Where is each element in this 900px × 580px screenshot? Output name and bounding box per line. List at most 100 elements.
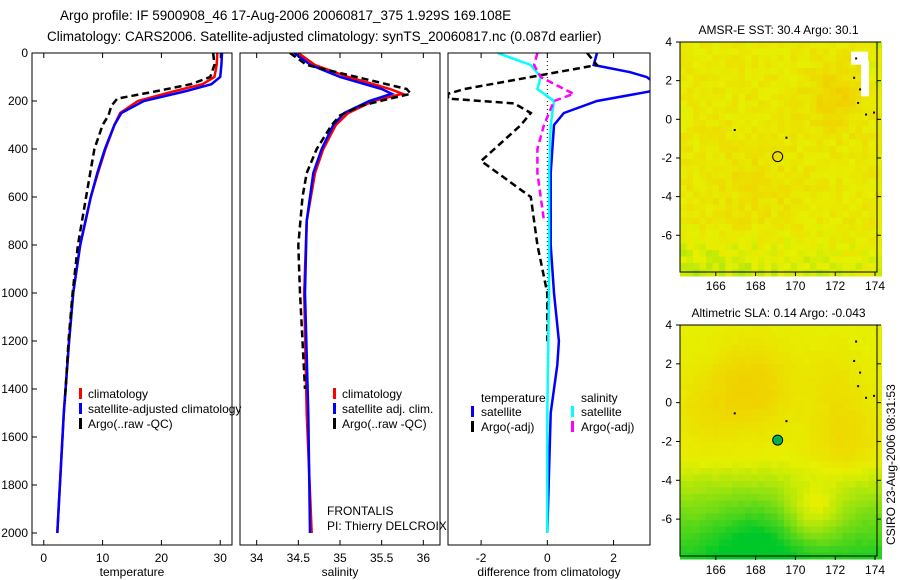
map-cell — [712, 494, 720, 501]
map-cell — [862, 146, 869, 153]
map-cell — [868, 269, 876, 277]
map-cell — [693, 87, 700, 95]
map-cell — [699, 159, 707, 166]
map-cell — [745, 351, 752, 358]
map-cell — [686, 113, 694, 121]
map-cell — [829, 377, 837, 384]
map-cell — [686, 455, 694, 462]
map-cell — [719, 243, 726, 251]
map-cell — [732, 507, 739, 514]
map-cell — [803, 269, 811, 277]
x-tick-label: 34 — [250, 551, 264, 565]
map-cell — [875, 500, 882, 508]
map-cell — [771, 87, 778, 95]
map-cell — [745, 172, 752, 179]
map-cell — [764, 526, 772, 534]
map-cell — [784, 107, 791, 114]
difference-frame — [447, 52, 651, 546]
map-cell — [816, 539, 824, 547]
map-cell — [699, 250, 707, 257]
map-cell — [829, 237, 837, 244]
island-coastline — [873, 394, 876, 397]
map-cell — [738, 94, 746, 101]
map-cell — [790, 204, 798, 212]
map-cell — [764, 331, 772, 339]
map-cell — [758, 211, 765, 218]
map-cell — [771, 331, 778, 339]
map-cell — [829, 94, 837, 101]
map-cell — [875, 120, 882, 127]
map-cell — [764, 422, 772, 430]
map-cell — [732, 61, 739, 69]
map-cell — [823, 165, 830, 173]
map-cell — [771, 364, 778, 371]
map-cell — [842, 429, 850, 436]
map-cell — [829, 455, 837, 462]
map-cell — [699, 429, 707, 436]
map-cell — [810, 61, 817, 69]
map-cell — [842, 263, 850, 270]
map-cell — [810, 513, 817, 521]
map-cell — [810, 422, 817, 430]
map-cell — [849, 370, 856, 378]
map-cell — [699, 507, 707, 514]
map-cell — [758, 500, 765, 508]
map-cell — [855, 68, 863, 75]
map-cell — [751, 204, 759, 212]
island-coastline — [859, 88, 862, 91]
x-tick-label: 10 — [96, 551, 110, 565]
map-cell — [706, 113, 713, 121]
map-cell — [810, 139, 817, 147]
map-cell — [686, 42, 694, 49]
map-cell — [771, 113, 778, 121]
map-cell — [875, 185, 882, 192]
map-cell — [855, 204, 863, 212]
map-cell — [875, 370, 882, 378]
map-cell — [738, 364, 746, 371]
map-cell — [777, 533, 785, 540]
map-cell — [686, 494, 694, 501]
map-cell — [699, 461, 707, 469]
map-cell — [699, 481, 707, 488]
map-cell — [738, 237, 746, 244]
map-cell — [712, 520, 720, 527]
map-cell — [868, 159, 876, 166]
map-cell — [803, 120, 811, 127]
map-cell — [745, 403, 752, 410]
map-cell — [719, 494, 726, 501]
map-cell — [699, 107, 707, 114]
map-cell — [738, 256, 746, 264]
map-cell — [816, 178, 824, 186]
map-cell — [868, 237, 876, 244]
map-cell — [751, 370, 759, 378]
map-cell — [855, 224, 863, 231]
map-cell — [732, 338, 739, 345]
map-cell — [680, 539, 687, 547]
map-cell — [725, 461, 733, 469]
map-cell — [764, 377, 772, 384]
map-cell — [732, 383, 739, 391]
map-cell — [745, 338, 752, 345]
map-cell — [797, 146, 804, 153]
map-cell — [836, 429, 843, 436]
map-cell — [725, 546, 733, 553]
map-cell — [706, 230, 713, 238]
map-cell — [803, 357, 811, 365]
map-cell — [758, 198, 765, 205]
map-cell — [732, 87, 739, 95]
map-cell — [758, 338, 765, 345]
map-cell — [686, 331, 694, 339]
map-cell — [771, 42, 778, 49]
map-cell — [719, 165, 726, 173]
map-cell — [738, 146, 746, 153]
map-cell — [745, 178, 752, 186]
map-cell — [706, 396, 713, 404]
map-cell — [758, 383, 765, 391]
map-cell — [823, 377, 830, 384]
map-cell — [745, 237, 752, 244]
map-cell — [829, 81, 837, 88]
map-cell — [784, 250, 791, 257]
map-cell — [784, 243, 791, 251]
map-cell — [855, 422, 863, 430]
map-cell — [758, 513, 765, 521]
